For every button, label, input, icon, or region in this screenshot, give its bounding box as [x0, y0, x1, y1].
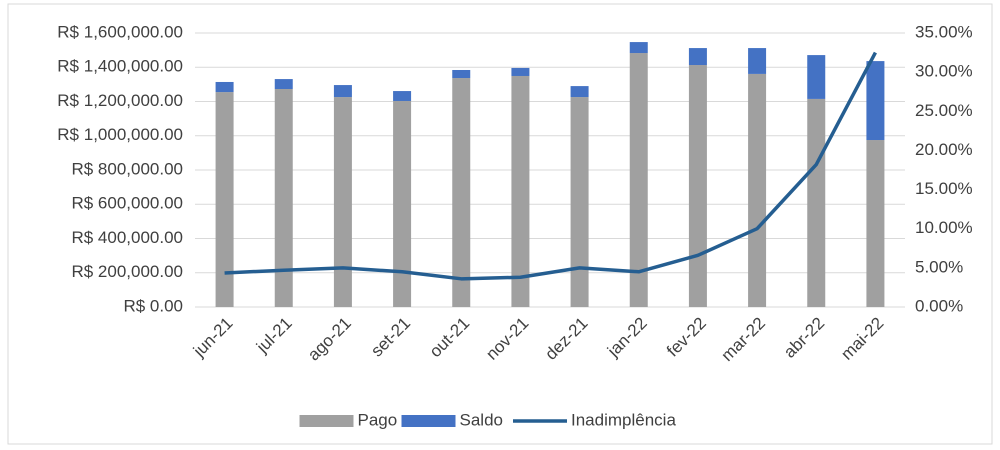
bar	[866, 61, 885, 141]
y-tick-label: R$ 1,600,000.00	[57, 22, 183, 41]
y2-tick-label: 30.00%	[915, 62, 973, 81]
bar	[807, 55, 826, 99]
y2-tick-label: 5.00%	[915, 257, 963, 276]
bar	[511, 67, 530, 76]
bar	[570, 97, 589, 307]
bar	[629, 53, 648, 307]
bar	[333, 97, 352, 307]
bar	[274, 88, 293, 307]
y-tick-label: R$ 1,400,000.00	[57, 57, 183, 76]
y2-tick-label: 20.00%	[915, 140, 973, 159]
bar	[511, 75, 530, 307]
bar	[452, 78, 471, 307]
bar	[452, 69, 471, 79]
legend-label: Pago	[358, 410, 398, 429]
y-tick-label: R$ 0.00	[123, 296, 183, 315]
y2-tick-label: 0.00%	[915, 296, 963, 315]
y-tick-label: R$ 400,000.00	[71, 228, 183, 247]
y2-tick-label: 35.00%	[915, 22, 973, 41]
chart-frame	[7, 3, 993, 445]
legend-swatch	[299, 415, 354, 427]
bar	[393, 100, 412, 307]
legend-label: Saldo	[460, 410, 503, 429]
bar	[333, 85, 352, 98]
y-tick-label: R$ 1,200,000.00	[57, 91, 183, 110]
bar	[274, 79, 293, 89]
bar	[215, 81, 234, 93]
y2-tick-label: 25.00%	[915, 101, 973, 120]
y-tick-label: R$ 600,000.00	[71, 194, 183, 213]
y-tick-label: R$ 800,000.00	[71, 159, 183, 178]
bar	[570, 86, 589, 98]
bar	[215, 92, 234, 307]
legend-label: Inadimplência	[571, 410, 676, 429]
y2-tick-label: 10.00%	[915, 218, 973, 237]
bar	[807, 98, 826, 308]
bar	[748, 73, 767, 308]
bar	[629, 42, 648, 54]
bar	[748, 48, 767, 74]
bar	[866, 140, 885, 307]
line	[224, 51, 877, 281]
y-tick-label: R$ 200,000.00	[71, 262, 183, 281]
bar	[688, 48, 707, 66]
y-tick-label: R$ 1,000,000.00	[57, 125, 183, 144]
y2-tick-label: 15.00%	[915, 179, 973, 198]
bar	[393, 91, 412, 101]
bar	[688, 65, 707, 308]
legend-swatch	[401, 415, 456, 427]
